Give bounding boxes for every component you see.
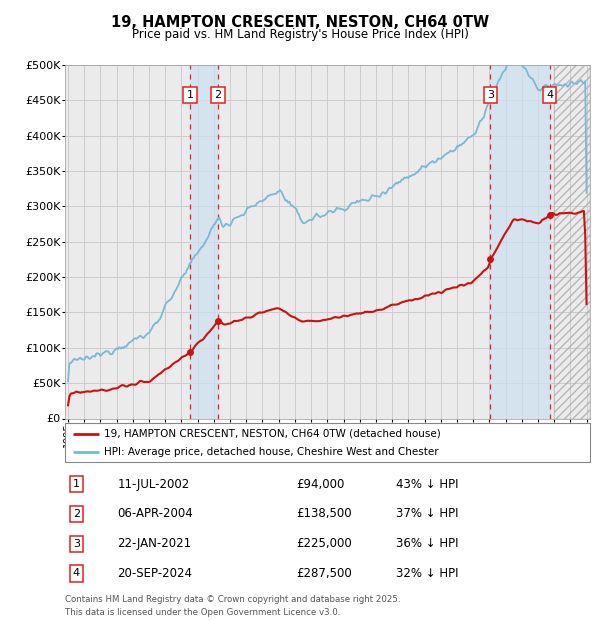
Text: Price paid vs. HM Land Registry's House Price Index (HPI): Price paid vs. HM Land Registry's House … <box>131 29 469 41</box>
Text: 11-JUL-2002: 11-JUL-2002 <box>118 478 190 490</box>
Text: Contains HM Land Registry data © Crown copyright and database right 2025.
This d: Contains HM Land Registry data © Crown c… <box>65 595 400 617</box>
Text: 06-APR-2004: 06-APR-2004 <box>118 508 193 520</box>
Text: 1: 1 <box>187 90 193 100</box>
Text: 43% ↓ HPI: 43% ↓ HPI <box>395 478 458 490</box>
Text: 37% ↓ HPI: 37% ↓ HPI <box>395 508 458 520</box>
Bar <box>490 65 550 418</box>
Text: £138,500: £138,500 <box>296 508 352 520</box>
Text: 4: 4 <box>73 569 80 578</box>
Text: 3: 3 <box>487 90 494 100</box>
Text: 2: 2 <box>215 90 221 100</box>
Text: 19, HAMPTON CRESCENT, NESTON, CH64 0TW: 19, HAMPTON CRESCENT, NESTON, CH64 0TW <box>111 16 489 30</box>
Text: HPI: Average price, detached house, Cheshire West and Chester: HPI: Average price, detached house, Ches… <box>104 446 439 456</box>
Text: 2: 2 <box>73 509 80 519</box>
Bar <box>190 65 218 418</box>
Text: 22-JAN-2021: 22-JAN-2021 <box>118 538 191 550</box>
Text: £287,500: £287,500 <box>296 567 352 580</box>
Text: 32% ↓ HPI: 32% ↓ HPI <box>395 567 458 580</box>
Text: 3: 3 <box>73 539 80 549</box>
Text: £225,000: £225,000 <box>296 538 352 550</box>
Text: 20-SEP-2024: 20-SEP-2024 <box>118 567 193 580</box>
Text: 4: 4 <box>546 90 553 100</box>
Text: 36% ↓ HPI: 36% ↓ HPI <box>395 538 458 550</box>
Text: £94,000: £94,000 <box>296 478 344 490</box>
Text: 19, HAMPTON CRESCENT, NESTON, CH64 0TW (detached house): 19, HAMPTON CRESCENT, NESTON, CH64 0TW (… <box>104 429 441 439</box>
Text: 1: 1 <box>73 479 80 489</box>
